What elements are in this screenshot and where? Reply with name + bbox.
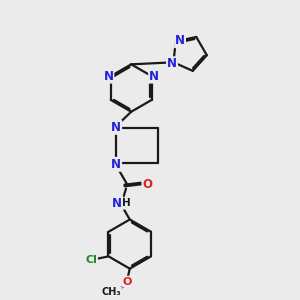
Text: CH₃: CH₃ — [101, 287, 121, 297]
Text: H: H — [122, 198, 130, 208]
Text: N: N — [111, 158, 121, 171]
Text: N: N — [149, 70, 159, 83]
Text: O: O — [123, 277, 132, 286]
Text: N: N — [175, 34, 185, 47]
Text: N: N — [112, 196, 122, 209]
Text: Cl: Cl — [85, 255, 97, 265]
Text: N: N — [167, 57, 177, 70]
Text: N: N — [111, 121, 121, 134]
Text: H: H — [118, 199, 127, 208]
Text: N: N — [103, 70, 113, 83]
Text: O: O — [142, 178, 152, 191]
